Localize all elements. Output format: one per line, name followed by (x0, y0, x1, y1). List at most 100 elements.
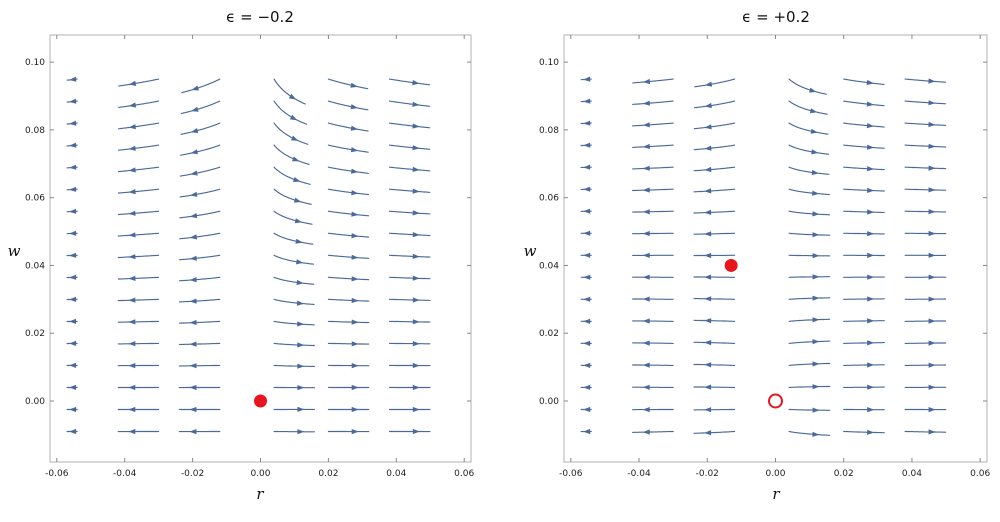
left-streamline (327, 276, 370, 281)
left-stream-arrowhead (351, 211, 359, 217)
left-streamline (388, 320, 431, 323)
right-stream-arrowhead (928, 165, 936, 171)
left-streamline (388, 144, 431, 150)
left-stream-arrowhead (69, 120, 77, 126)
left-streamline (273, 320, 315, 326)
right-stream-arrowhead (812, 295, 820, 301)
left-stream-arrowhead (128, 124, 136, 130)
left-streamline (117, 166, 160, 173)
right-x-tick-label: 0.02 (834, 469, 854, 479)
left-stream-arrowhead (412, 101, 420, 107)
left-x-tick-label: 0.02 (318, 469, 338, 479)
left-stream-arrowhead (69, 252, 77, 258)
right-streamline (788, 144, 830, 155)
right-panel-title: ϵ = +0.2 (742, 8, 810, 26)
left-stream-arrowhead (351, 168, 359, 174)
left-stream-arrowhead (351, 384, 359, 391)
right-streamline (843, 166, 885, 171)
right-stream-arrowhead (704, 188, 712, 194)
right-streamplot-panel: -0.06 -0.04 -0.02 0.00 0.02 0.04 0.06 0.00 0.02 0… (524, 8, 991, 503)
left-streamline (388, 78, 431, 86)
right-streamline (843, 342, 885, 344)
left-stream-arrowhead (189, 384, 197, 391)
right-stream-arrowhead (928, 384, 936, 390)
left-x-axis-label: r (256, 485, 264, 503)
left-streamline (273, 342, 315, 347)
right-streamline (693, 232, 736, 235)
right-streamline (843, 100, 885, 107)
left-stream-arrowhead (350, 82, 358, 88)
right-streamline (788, 408, 831, 411)
right-streamlines (580, 76, 947, 437)
left-stream-arrowhead (412, 362, 420, 369)
left-stream-arrowhead (412, 123, 420, 129)
right-stream-arrowhead (642, 274, 650, 280)
right-stream-arrowhead (704, 274, 712, 280)
right-stream-arrowhead (928, 230, 936, 237)
right-x-tick-label: 0.00 (765, 469, 785, 479)
right-x-axis-label: r (772, 485, 780, 503)
left-stream-arrowhead (351, 363, 359, 369)
left-x-tick-label: -0.04 (113, 469, 137, 479)
left-streamline (327, 166, 369, 174)
left-streamline (117, 320, 160, 323)
right-stream-arrowhead (809, 87, 817, 93)
left-streamline (178, 298, 221, 303)
right-stream-arrowhead (642, 384, 650, 390)
left-streamline (179, 232, 221, 240)
left-stream-arrowhead (412, 232, 420, 238)
right-streamline (632, 122, 674, 127)
right-y-tick-label: 0.00 (539, 397, 559, 407)
left-streamline (388, 276, 431, 280)
left-stream-arrowhead (412, 297, 420, 303)
right-streamline (904, 342, 947, 344)
right-streamline (788, 232, 831, 236)
right-streamline (843, 210, 885, 213)
left-streamline (273, 144, 310, 165)
left-stream-arrowhead (69, 362, 77, 368)
left-stream-arrowhead (293, 197, 302, 203)
right-stream-arrowhead (928, 296, 936, 302)
right-stream-arrowhead (704, 252, 712, 259)
left-streamlines (66, 76, 431, 435)
right-stream-arrowhead (928, 100, 936, 106)
right-stream-arrowhead (583, 186, 591, 192)
right-stream-arrowhead (812, 274, 820, 280)
left-streamline (327, 210, 370, 217)
right-y-tick-label: 0.10 (539, 58, 559, 68)
left-stream-arrowhead (350, 147, 359, 153)
left-streamline (117, 276, 160, 280)
left-stream-arrowhead (297, 406, 305, 412)
right-streamline (693, 188, 736, 193)
right-stream-arrowhead (867, 166, 875, 172)
right-stream-arrowhead (928, 121, 936, 128)
right-stream-arrowhead (642, 296, 650, 302)
right-stream-arrowhead (866, 79, 874, 86)
left-stream-arrowhead (189, 406, 197, 413)
left-stream-arrowhead (289, 114, 298, 121)
left-stream-arrowhead (128, 145, 136, 151)
right-stream-arrowhead (704, 209, 712, 215)
left-x-tick-label: -0.06 (45, 469, 69, 479)
right-stream-arrowhead (811, 149, 819, 155)
right-streamline (788, 188, 830, 196)
right-stream-arrowhead (928, 143, 936, 149)
right-stream-arrowhead (583, 120, 591, 126)
right-stream-arrowhead (642, 429, 650, 435)
left-stream-arrowhead (128, 406, 136, 413)
left-streamline (179, 188, 221, 198)
right-streamline (632, 144, 674, 148)
left-stream-arrowhead (351, 341, 359, 347)
right-streamline (843, 144, 885, 149)
right-stream-arrowhead (642, 209, 650, 215)
left-stream-arrowhead (69, 384, 77, 390)
left-y-tick-label: 0.02 (25, 329, 45, 339)
right-stream-arrowhead (811, 169, 819, 176)
left-streamline (117, 254, 160, 259)
left-y-tick-label: 0.00 (25, 397, 45, 407)
right-stream-arrowhead (704, 384, 712, 390)
left-stream-arrowhead (128, 102, 136, 108)
right-streamline (693, 319, 736, 322)
right-stream-arrowhead (867, 231, 875, 237)
left-panel-title: ϵ = −0.2 (226, 8, 294, 26)
